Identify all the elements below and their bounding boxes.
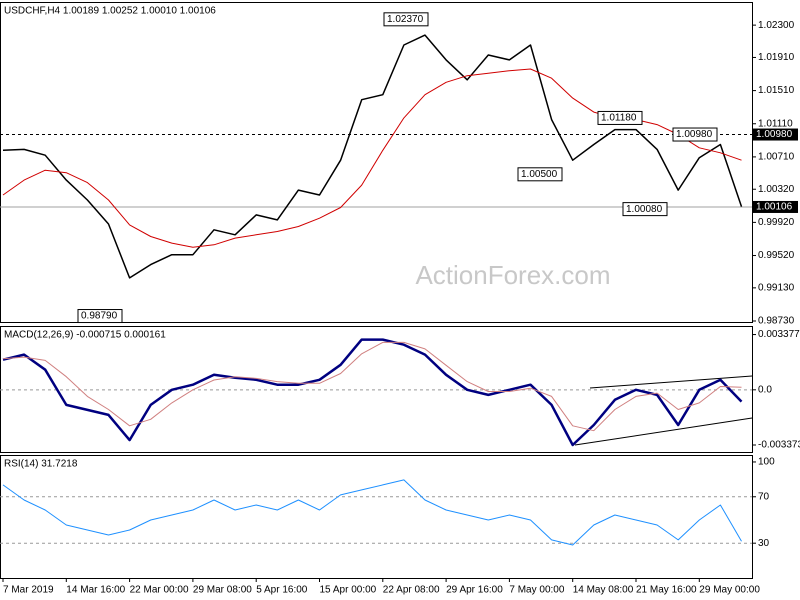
y-tick-label: 1.00320 xyxy=(758,184,795,195)
trend-line xyxy=(574,417,753,446)
panel-frame xyxy=(0,2,753,323)
y-tick-label: 0.99130 xyxy=(758,282,795,293)
x-tick-label: 22 Apr 08:00 xyxy=(383,585,440,596)
y-tick-label: 30 xyxy=(758,538,770,549)
y-tick-label: 0.98730 xyxy=(758,316,795,327)
annotation-box xyxy=(77,309,123,324)
x-tick-label: 22 Mar 00:00 xyxy=(130,585,189,596)
series-line xyxy=(2,341,742,432)
price-level-label: 1.00980 xyxy=(756,129,793,140)
annotation-box xyxy=(517,167,563,182)
annotation-box xyxy=(383,12,429,27)
y-tick-label: 1.01510 xyxy=(758,85,795,96)
series-line xyxy=(2,479,742,546)
x-tick-label: 14 May 08:00 xyxy=(573,585,634,596)
annotation-box xyxy=(622,202,668,217)
annotation-label: 1.00500 xyxy=(521,169,558,180)
price-level-box xyxy=(752,200,798,213)
x-tick-label: 29 Mar 08:00 xyxy=(193,585,252,596)
series-line xyxy=(2,34,743,279)
y-tick-label: 1.02300 xyxy=(758,20,795,31)
watermark: ActionForex.com xyxy=(415,260,610,290)
y-tick-label: 0.0 xyxy=(758,384,772,395)
annotation-label: 0.98790 xyxy=(81,311,118,322)
y-tick-label: 70 xyxy=(758,491,770,502)
x-tick-label: 7 May 00:00 xyxy=(509,585,564,596)
series-line xyxy=(2,338,743,447)
panel-title: MACD(12,26,9) -0.000715 0.000161 xyxy=(4,330,166,341)
annotation-label: 1.00980 xyxy=(676,129,713,140)
price-level-box xyxy=(752,128,798,141)
price-level-label: 1.00106 xyxy=(756,202,793,213)
y-tick-label: 1.00710 xyxy=(758,152,795,163)
annotation-label: 1.02370 xyxy=(387,14,424,25)
y-tick-label: 0.99520 xyxy=(758,250,795,261)
trend-line xyxy=(589,375,753,389)
annotation-box xyxy=(597,110,643,125)
y-tick-label: 100 xyxy=(758,457,775,468)
x-tick-label: 29 Apr 16:00 xyxy=(446,585,503,596)
panel-title: USDCHF,H4 1.00189 1.00252 1.00010 1.0010… xyxy=(4,6,216,17)
y-tick-label: -0.003373 xyxy=(758,440,800,451)
x-tick-label: 29 May 00:00 xyxy=(699,585,760,596)
x-tick-label: 21 May 16:00 xyxy=(636,585,697,596)
y-tick-label: 0.003377 xyxy=(758,329,800,340)
x-tick-label: 5 Apr 16:00 xyxy=(256,585,308,596)
x-tick-label: 15 Apr 00:00 xyxy=(320,585,377,596)
annotation-label: 1.01180 xyxy=(601,113,637,124)
y-tick-label: 1.01110 xyxy=(758,118,793,129)
panel-title: RSI(14) 31.7218 xyxy=(4,459,78,470)
panel-frame xyxy=(0,455,753,579)
x-tick-label: 7 Mar 2019 xyxy=(3,585,54,596)
annotation-label: 1.00080 xyxy=(626,204,663,215)
y-tick-label: 1.01910 xyxy=(758,52,795,63)
annotation-box xyxy=(672,127,718,142)
x-tick-label: 14 Mar 16:00 xyxy=(66,585,125,596)
y-tick-label: 0.99920 xyxy=(758,217,795,228)
